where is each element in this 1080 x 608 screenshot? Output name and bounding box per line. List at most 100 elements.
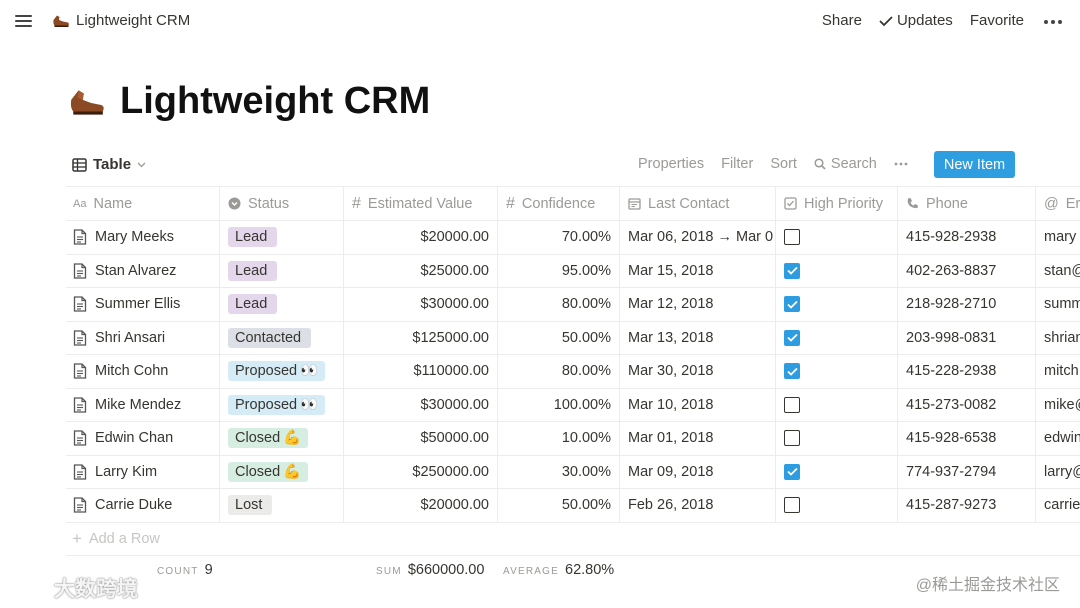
updates-button[interactable]: Updates: [879, 12, 953, 29]
cell-status[interactable]: Closed 💪: [220, 422, 344, 455]
cell-status[interactable]: Proposed 👀: [220, 388, 344, 421]
cell-name[interactable]: Mike Mendez: [66, 388, 220, 421]
priority-checkbox[interactable]: [784, 396, 800, 413]
table-row[interactable]: Larry Kim Closed 💪 $250000.00 30.00% Mar…: [66, 455, 1080, 489]
filter-button[interactable]: Filter: [721, 156, 754, 172]
properties-button[interactable]: Properties: [638, 156, 705, 172]
sort-button[interactable]: Sort: [770, 156, 797, 172]
table-row[interactable]: Summer Ellis Lead $30000.00 80.00% Mar 1…: [66, 288, 1080, 322]
cell-estimated-value[interactable]: $50000.00: [344, 422, 498, 455]
cell-confidence[interactable]: 80.00%: [498, 355, 620, 388]
cell-estimated-value[interactable]: $20000.00: [344, 489, 498, 522]
cell-estimated-value[interactable]: $20000.00: [344, 221, 498, 254]
cell-estimated-value[interactable]: $25000.00: [344, 254, 498, 287]
more-options-icon[interactable]: [894, 162, 908, 166]
cell-status[interactable]: Lost: [220, 489, 344, 522]
column-header-status[interactable]: Status: [220, 187, 344, 220]
cell-phone[interactable]: 218-928-2710: [898, 288, 1036, 321]
new-item-button[interactable]: New Item: [934, 151, 1015, 178]
cell-estimated-value[interactable]: $110000.00: [344, 355, 498, 388]
table-row[interactable]: Mitch Cohn Proposed 👀 $110000.00 80.00% …: [66, 355, 1080, 389]
cell-status[interactable]: Lead: [220, 221, 344, 254]
cell-last-contact[interactable]: Mar 30, 2018: [620, 355, 776, 388]
column-header-phone[interactable]: Phone: [898, 187, 1036, 220]
cell-name[interactable]: Shri Ansari: [66, 321, 220, 354]
cell-confidence[interactable]: 10.00%: [498, 422, 620, 455]
view-switcher[interactable]: Table: [72, 156, 146, 173]
cell-last-contact[interactable]: Mar 13, 2018: [620, 321, 776, 354]
cell-last-contact[interactable]: Mar 15, 2018: [620, 254, 776, 287]
menu-icon[interactable]: [14, 13, 34, 29]
cell-confidence[interactable]: 50.00%: [498, 321, 620, 354]
cell-name[interactable]: Edwin Chan: [66, 422, 220, 455]
priority-checkbox[interactable]: [784, 497, 800, 514]
cell-name[interactable]: Larry Kim: [66, 455, 220, 488]
column-header-high-priority[interactable]: High Priority: [776, 187, 898, 220]
priority-checkbox[interactable]: [784, 463, 800, 480]
cell-name[interactable]: Carrie Duke: [66, 489, 220, 522]
cell-status[interactable]: Proposed 👀: [220, 355, 344, 388]
cell-phone[interactable]: 203-998-0831: [898, 321, 1036, 354]
cell-phone[interactable]: 415-228-2938: [898, 355, 1036, 388]
cell-confidence[interactable]: 80.00%: [498, 288, 620, 321]
cell-phone[interactable]: 774-937-2794: [898, 455, 1036, 488]
cell-estimated-value[interactable]: $250000.00: [344, 455, 498, 488]
cell-email[interactable]: carrie: [1044, 497, 1080, 514]
cell-name[interactable]: Summer Ellis: [66, 288, 220, 321]
cell-last-contact[interactable]: Mar 06, 2018 → Mar 0: [620, 221, 776, 254]
cell-phone[interactable]: 402-263-8837: [898, 254, 1036, 287]
column-header-email[interactable]: @ Er: [1044, 195, 1080, 212]
column-header-confidence[interactable]: # Confidence: [498, 187, 620, 220]
count-calculation[interactable]: COUNT 9: [157, 562, 213, 578]
cell-phone[interactable]: 415-273-0082: [898, 388, 1036, 421]
cell-email[interactable]: shrian: [1044, 329, 1080, 346]
cell-status[interactable]: Contacted: [220, 321, 344, 354]
priority-checkbox[interactable]: [784, 229, 800, 246]
table-row[interactable]: Mike Mendez Proposed 👀 $30000.00 100.00%…: [66, 388, 1080, 422]
table-row[interactable]: Stan Alvarez Lead $25000.00 95.00% Mar 1…: [66, 254, 1080, 288]
cell-email[interactable]: stan@: [1044, 262, 1080, 279]
cell-email[interactable]: mitch: [1044, 363, 1079, 380]
cell-last-contact[interactable]: Feb 26, 2018: [620, 489, 776, 522]
column-header-value[interactable]: # Estimated Value: [344, 187, 498, 220]
cell-estimated-value[interactable]: $30000.00: [344, 388, 498, 421]
cell-phone[interactable]: 415-928-2938: [898, 221, 1036, 254]
cell-confidence[interactable]: 30.00%: [498, 455, 620, 488]
cell-email[interactable]: edwin: [1044, 430, 1080, 447]
breadcrumb[interactable]: Lightweight CRM: [52, 12, 190, 29]
cell-last-contact[interactable]: Mar 10, 2018: [620, 388, 776, 421]
cell-status[interactable]: Closed 💪: [220, 455, 344, 488]
cell-confidence[interactable]: 70.00%: [498, 221, 620, 254]
priority-checkbox[interactable]: [784, 296, 800, 313]
add-row-button[interactable]: + Add a Row: [66, 523, 1080, 556]
cell-name[interactable]: Mary Meeks: [66, 221, 220, 254]
priority-checkbox[interactable]: [784, 430, 800, 447]
cell-confidence[interactable]: 100.00%: [498, 388, 620, 421]
column-header-last-contact[interactable]: Last Contact: [620, 187, 776, 220]
cell-estimated-value[interactable]: $30000.00: [344, 288, 498, 321]
cell-name[interactable]: Mitch Cohn: [66, 355, 220, 388]
table-row[interactable]: Carrie Duke Lost $20000.00 50.00% Feb 26…: [66, 489, 1080, 523]
table-row[interactable]: Mary Meeks Lead $20000.00 70.00% Mar 06,…: [66, 221, 1080, 255]
more-icon[interactable]: [1044, 18, 1062, 24]
priority-checkbox[interactable]: [784, 329, 800, 346]
sum-calculation[interactable]: SUM $660000.00: [376, 562, 484, 578]
table-row[interactable]: Shri Ansari Contacted $125000.00 50.00% …: [66, 321, 1080, 355]
cell-phone[interactable]: 415-928-6538: [898, 422, 1036, 455]
cell-phone[interactable]: 415-287-9273: [898, 489, 1036, 522]
cell-name[interactable]: Stan Alvarez: [66, 254, 220, 287]
search-button[interactable]: Search: [814, 156, 877, 172]
cell-last-contact[interactable]: Mar 12, 2018: [620, 288, 776, 321]
table-row[interactable]: Edwin Chan Closed 💪 $50000.00 10.00% Mar…: [66, 422, 1080, 456]
cell-status[interactable]: Lead: [220, 288, 344, 321]
cell-last-contact[interactable]: Mar 09, 2018: [620, 455, 776, 488]
cell-confidence[interactable]: 50.00%: [498, 489, 620, 522]
average-calculation[interactable]: AVERAGE 62.80%: [503, 562, 614, 578]
cell-email[interactable]: summ: [1044, 296, 1080, 313]
cell-estimated-value[interactable]: $125000.00: [344, 321, 498, 354]
cell-status[interactable]: Lead: [220, 254, 344, 287]
cell-email[interactable]: mary: [1044, 229, 1077, 246]
share-button[interactable]: Share: [821, 12, 862, 29]
cell-email[interactable]: mike@: [1044, 396, 1080, 413]
cell-confidence[interactable]: 95.00%: [498, 254, 620, 287]
